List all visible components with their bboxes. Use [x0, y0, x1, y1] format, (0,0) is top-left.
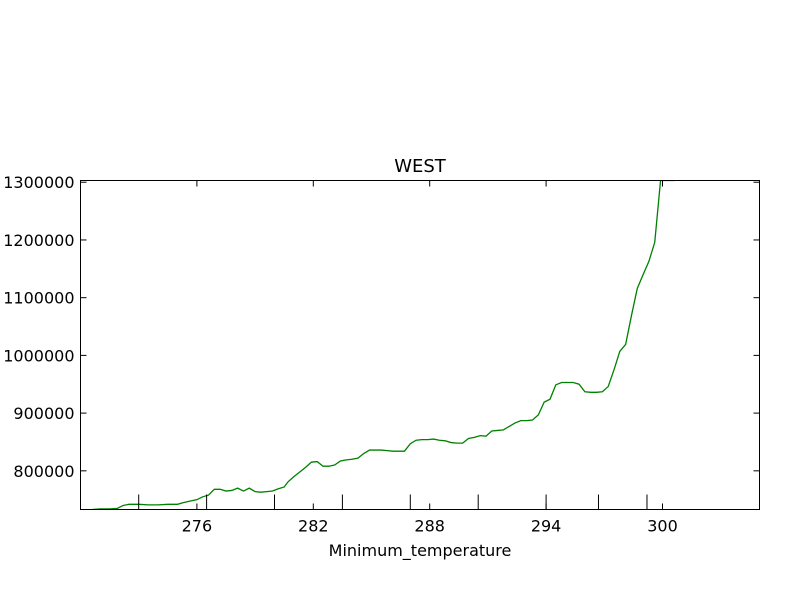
x-tick-label: 276 — [182, 517, 213, 536]
plot-area — [92, 180, 675, 510]
x-tick-label: 282 — [298, 517, 329, 536]
y-tick-label: 1200000 — [3, 231, 74, 250]
x-axis-label: Minimum_temperature — [329, 541, 512, 561]
axes-frame — [80, 180, 760, 510]
series-line — [92, 180, 675, 510]
x-tick-label: 300 — [647, 517, 678, 536]
x-axis: 276 282 288 294 300 — [138, 180, 678, 536]
x-tick-label: 288 — [414, 517, 445, 536]
chart-title: WEST — [394, 156, 447, 177]
y-tick-label: 900000 — [13, 404, 74, 423]
y-tick-label: 1000000 — [3, 346, 74, 365]
y-axis: 800000 900000 1000000 1100000 1200000 1300000 — [3, 173, 760, 481]
y-tick-label: 1100000 — [3, 289, 74, 308]
y-tick-label: 1300000 — [3, 173, 74, 192]
x-tick-label: 294 — [531, 517, 562, 536]
y-tick-label: 800000 — [13, 462, 74, 481]
